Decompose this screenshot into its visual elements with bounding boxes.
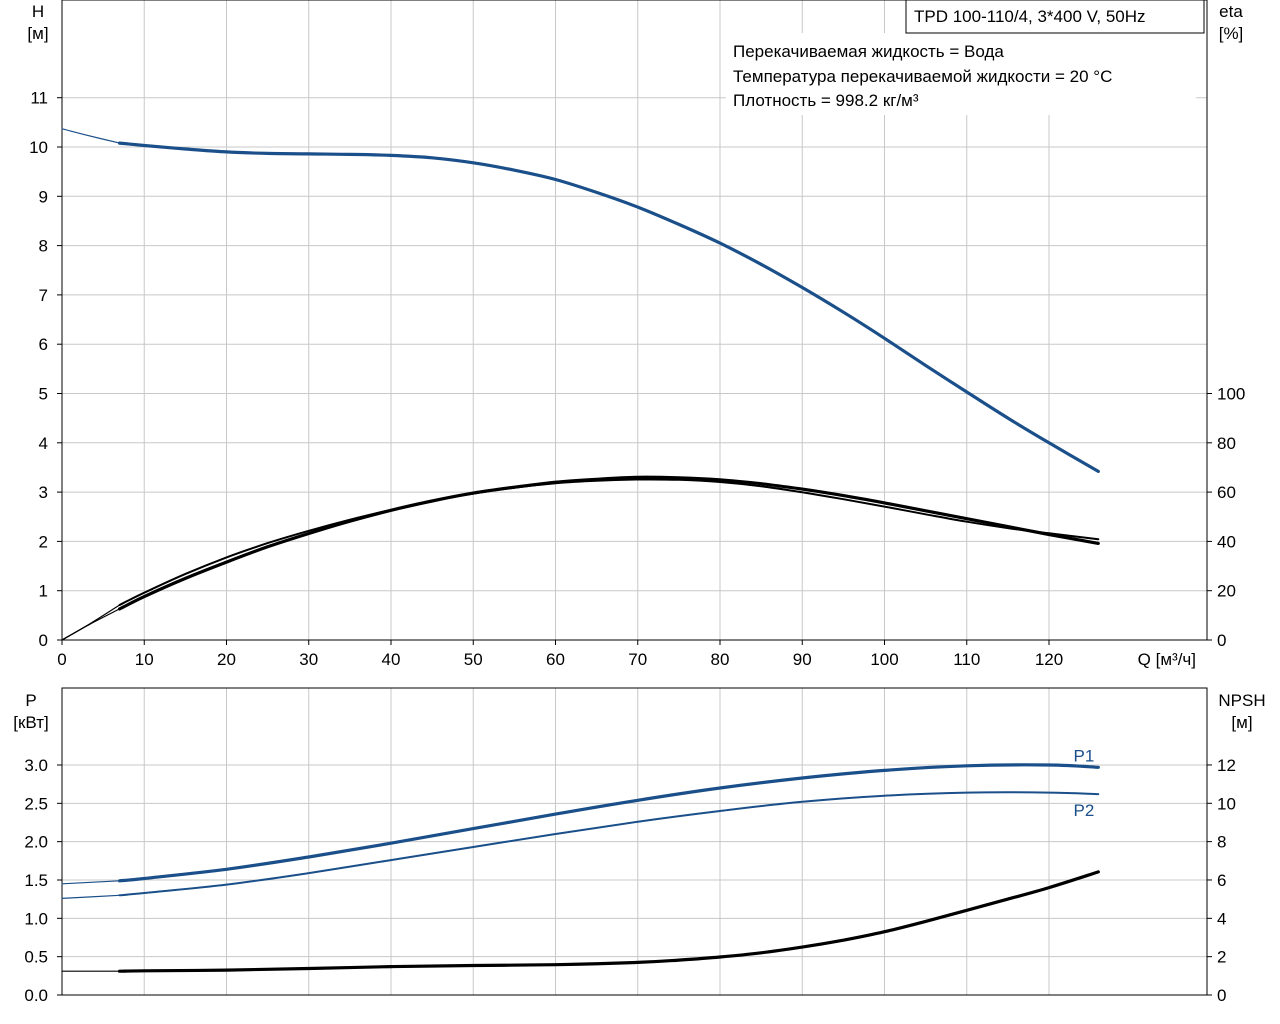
x-tick-label: 110: [953, 650, 980, 669]
y-tick-label-right: 0: [1217, 986, 1226, 1005]
head-efficiency-panel: 0 10 20 30 40 50 60 70 80 90 100 110 120 01234567891…: [27, 0, 1245, 669]
head-axis-label: H: [32, 2, 44, 21]
y-tick-label: 1.5: [24, 871, 48, 890]
x-tick-label: 10: [135, 650, 154, 669]
npsh-axis-label: NPSH: [1218, 691, 1265, 710]
bottom-series-labels: P1 P2: [1074, 746, 1095, 820]
y-tick-label-right: 4: [1217, 909, 1226, 928]
series-label: P2: [1074, 801, 1095, 820]
x-tick-label: 0: [57, 650, 66, 669]
head-axis-unit: [м]: [27, 24, 48, 43]
series-line: [118, 478, 1100, 606]
pump-model-box: [905, 0, 1205, 34]
x-tick-label: 60: [546, 650, 565, 669]
y-tick-label-right: 12: [1217, 756, 1236, 775]
series-line: [61, 604, 121, 641]
bottom-series: [61, 763, 1100, 973]
y-tick-label: 3.0: [24, 756, 48, 775]
power-axis-ticks: 0.0 0.5 1.0 1.5 2.0 2.5 3.0: [24, 756, 62, 1005]
y-tick-label-right: 20: [1217, 582, 1236, 601]
y-tick-label-right: 6: [1217, 871, 1226, 890]
y-tick-label: 2.0: [24, 833, 48, 852]
series-label: P1: [1074, 746, 1095, 765]
npsh-axis-ticks: 0 2 4 6 8 10 12: [1207, 756, 1236, 1005]
x-axis-label: Q [м³/ч]: [1138, 650, 1196, 669]
power-axis-label: P: [25, 691, 36, 710]
y-tick-label-right: 80: [1217, 434, 1236, 453]
y-tick-label: 4: [39, 434, 48, 453]
y-tick-label: 0.0: [24, 986, 48, 1005]
power-axis-unit: [кВт]: [13, 713, 48, 732]
x-tick-label: 50: [464, 650, 483, 669]
power-npsh-panel: 0.0 0.5 1.0 1.5 2.0 2.5 3.0 0 2 4 6 8 10 12 P1 P2 P […: [13, 687, 1266, 1005]
x-tick-label: 40: [382, 650, 401, 669]
series-line: [118, 791, 1100, 897]
series-line: [61, 128, 121, 144]
eta-axis-ticks: 0 20 40 60 80 100: [1207, 385, 1245, 650]
y-tick-label-right: 100: [1217, 385, 1245, 404]
x-tick-label: 100: [870, 650, 898, 669]
pump-model-title: TPD 100-110/4, 3*400 V, 50Hz: [914, 7, 1146, 26]
bottom-grid: [62, 688, 1207, 995]
y-tick-label: 6: [39, 335, 48, 354]
y-tick-label: 9: [39, 187, 48, 206]
fluid-info-line: Температура перекачиваемой жидкости = 20…: [733, 67, 1112, 86]
y-tick-label: 1.0: [24, 909, 48, 928]
y-tick-label: 8: [39, 237, 48, 256]
x-tick-label: 90: [793, 650, 812, 669]
y-tick-label-right: 40: [1217, 532, 1236, 551]
eta-axis-label: eta: [1219, 2, 1243, 21]
y-tick-label: 0: [39, 631, 48, 650]
fluid-info-line: Плотность = 998.2 кг/м³: [733, 91, 919, 110]
series-line: [118, 141, 1100, 473]
y-tick-label: 2.5: [24, 794, 48, 813]
x-tick-label: 80: [711, 650, 730, 669]
y-tick-label-right: 10: [1217, 794, 1236, 813]
y-tick-label: 2: [39, 532, 48, 551]
series-line: [61, 894, 121, 899]
fluid-info-box: [726, 33, 1196, 115]
series-line: [118, 763, 1100, 883]
y-tick-label-right: 60: [1217, 483, 1236, 502]
y-tick-label-right: 2: [1217, 948, 1226, 967]
series-line: [118, 475, 1100, 611]
series-line: [61, 880, 121, 885]
top-series: [61, 128, 1100, 641]
x-tick-label: 20: [217, 650, 236, 669]
head-axis-ticks: 0 1 2 3 4 5 6 7 8 9 10 11: [29, 89, 62, 650]
x-tick-label: 30: [299, 650, 318, 669]
top-x-ticks: 0 10 20 30 40 50 60 70 80 90 100 110 120: [57, 640, 1063, 669]
top-plot-frame: [61, 0, 1208, 641]
y-tick-label: 1: [39, 582, 48, 601]
eta-axis-unit: [%]: [1219, 24, 1244, 43]
fluid-info-line: Перекачиваемая жидкость = Вода: [733, 42, 1004, 61]
y-tick-label: 5: [39, 385, 48, 404]
series-line: [118, 870, 1100, 973]
x-tick-label: 120: [1035, 650, 1063, 669]
y-tick-label: 3: [39, 483, 48, 502]
y-tick-label-right: 8: [1217, 833, 1226, 852]
npsh-axis-unit: [м]: [1231, 713, 1252, 732]
y-tick-label: 0.5: [24, 948, 48, 967]
y-tick-label: 10: [29, 138, 48, 157]
x-tick-label: 70: [628, 650, 647, 669]
y-tick-label-right: 0: [1217, 631, 1226, 650]
y-tick-label: 7: [39, 286, 48, 305]
y-tick-label: 11: [30, 89, 48, 108]
